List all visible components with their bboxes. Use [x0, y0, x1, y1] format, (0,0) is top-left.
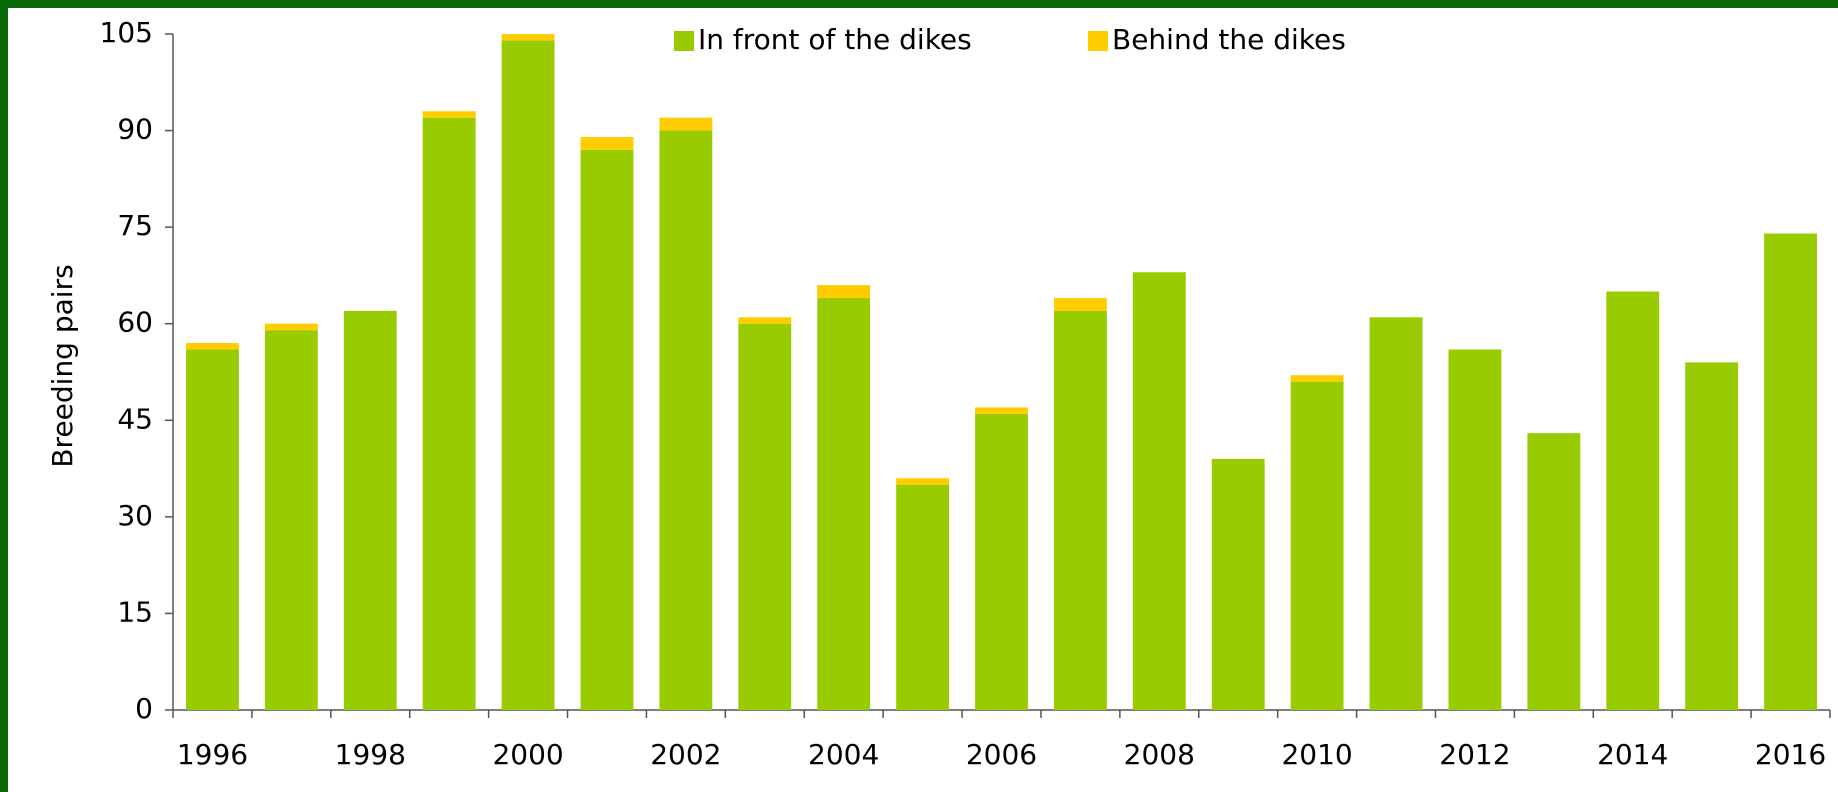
bar-segment	[975, 413, 1028, 710]
x-tick-label: 2010	[1281, 738, 1352, 771]
bar-segment	[1211, 458, 1265, 710]
bar-segment	[186, 343, 239, 350]
x-tick-label: 2008	[1124, 738, 1195, 771]
x-tick-label: 2000	[492, 738, 563, 771]
bar-segment	[580, 137, 634, 150]
bar-segment	[343, 310, 397, 710]
y-tick-label: 75	[117, 209, 153, 242]
bar-segment	[501, 40, 555, 710]
bar-segment	[1606, 291, 1660, 710]
x-tick-label: 2016	[1755, 738, 1826, 771]
x-tick-label: 2006	[966, 738, 1037, 771]
legend-swatch	[674, 31, 694, 51]
bar-segment	[580, 149, 634, 710]
bar-segment	[422, 111, 476, 118]
bar-segment	[1369, 317, 1423, 710]
bar-segment	[738, 323, 792, 710]
legend-label: Behind the dikes	[1112, 23, 1346, 56]
bar-segment	[817, 297, 871, 710]
bar-segment	[1764, 233, 1817, 711]
bar-segment	[738, 317, 792, 324]
y-tick-label: 30	[117, 499, 153, 532]
bar-segment	[1053, 310, 1107, 710]
bar-segment	[264, 330, 318, 710]
bar-segment	[1132, 272, 1186, 710]
bar-segment	[1448, 349, 1502, 710]
x-tick-label: 2002	[650, 738, 721, 771]
bar-segment	[1290, 375, 1344, 382]
bar-segment	[422, 117, 476, 710]
y-tick-label: 45	[117, 402, 153, 435]
bar-segment	[975, 407, 1028, 414]
bar-segment	[817, 285, 871, 298]
legend-label: In front of the dikes	[698, 23, 972, 56]
legend-swatch	[1088, 31, 1108, 51]
bar-segment	[264, 323, 318, 331]
y-tick-label: 60	[117, 306, 153, 339]
x-tick-label: 2014	[1597, 738, 1668, 771]
bar-segment	[186, 349, 239, 710]
x-tick-label: 1998	[335, 738, 406, 771]
bar-segment	[896, 478, 950, 485]
bar-segment	[659, 130, 713, 711]
bar-segment	[659, 117, 713, 131]
bar-segment	[896, 484, 950, 710]
y-tick-label: 0	[135, 692, 153, 725]
bar-segment	[1053, 297, 1107, 311]
x-tick-label: 2012	[1439, 738, 1510, 771]
bar-segment	[1685, 362, 1739, 710]
bar-segment	[1527, 433, 1581, 710]
bar-segment	[501, 34, 555, 41]
y-axis-label: Breeding pairs	[46, 264, 79, 467]
x-tick-label: 1996	[177, 738, 248, 771]
y-tick-label: 105	[100, 16, 153, 49]
x-tick-label: 2004	[808, 738, 879, 771]
y-tick-label: 15	[117, 595, 153, 628]
bar-segment	[1290, 381, 1344, 710]
y-tick-label: 90	[117, 113, 153, 146]
